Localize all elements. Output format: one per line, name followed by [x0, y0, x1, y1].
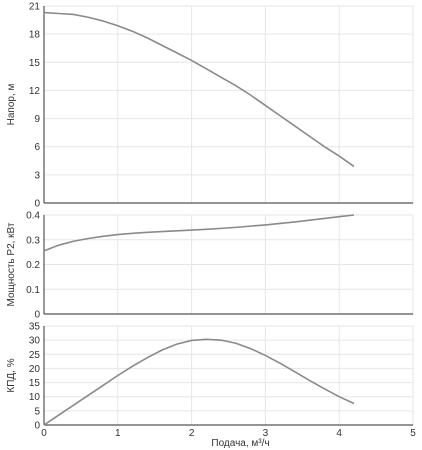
power-y-tick-label: 0.3 — [26, 235, 40, 246]
head-y-tick-label: 9 — [34, 114, 40, 125]
efficiency-y-tick-label: 35 — [29, 322, 41, 333]
efficiency-y-tick-label: 15 — [29, 378, 41, 389]
efficiency-curve — [43, 338, 355, 426]
efficiency-x-tick-label: 4 — [336, 428, 342, 439]
efficiency-x-tick-label: 2 — [189, 428, 195, 439]
head-y-axis-label: Напор, м — [6, 84, 17, 126]
efficiency-y-tick-label: 20 — [29, 364, 41, 375]
head-y-tick-label: 12 — [29, 86, 41, 97]
efficiency-y-tick-label: 25 — [29, 350, 41, 361]
efficiency-y-tick-label: 0 — [34, 421, 40, 432]
efficiency-x-tick-label: 3 — [263, 428, 269, 439]
efficiency-x-tick-label: 5 — [410, 428, 416, 439]
power-panel: 0 0.1 0.2 0.3 0.4 Мощность P2, кВт — [6, 211, 414, 321]
power-y-axis-label: Мощность P2, кВт — [6, 222, 17, 306]
efficiency-plot-frame — [43, 325, 414, 426]
efficiency-y-tick-label: 30 — [29, 336, 41, 347]
head-plot-frame — [43, 5, 414, 204]
power-y-tick-label: 0.4 — [26, 211, 40, 222]
efficiency-y-tick-label: 10 — [29, 392, 41, 403]
efficiency-y-tick-label: 5 — [34, 406, 40, 417]
efficiency-y-axis-label: КПД, % — [6, 358, 17, 392]
efficiency-x-tick-label: 0 — [41, 428, 47, 439]
power-y-tick-label: 0 — [34, 310, 40, 321]
head-y-tick-label: 18 — [29, 30, 41, 41]
power-curve — [43, 214, 355, 252]
power-y-tick-label: 0.2 — [26, 260, 40, 271]
efficiency-x-axis-label: Подача, м³/ч — [211, 438, 269, 449]
head-y-tick-label: 3 — [34, 170, 40, 181]
head-curve — [43, 11, 355, 168]
head-panel: 0 3 6 9 12 15 18 21 Напор, м — [6, 2, 414, 210]
head-y-tick-label: 15 — [29, 58, 41, 69]
head-y-tick-label: 0 — [34, 199, 40, 210]
head-y-tick-label: 21 — [29, 2, 41, 13]
power-y-tick-label: 0.1 — [26, 285, 40, 296]
head-y-tick-label: 6 — [34, 142, 40, 153]
efficiency-x-tick-label: 1 — [115, 428, 121, 439]
